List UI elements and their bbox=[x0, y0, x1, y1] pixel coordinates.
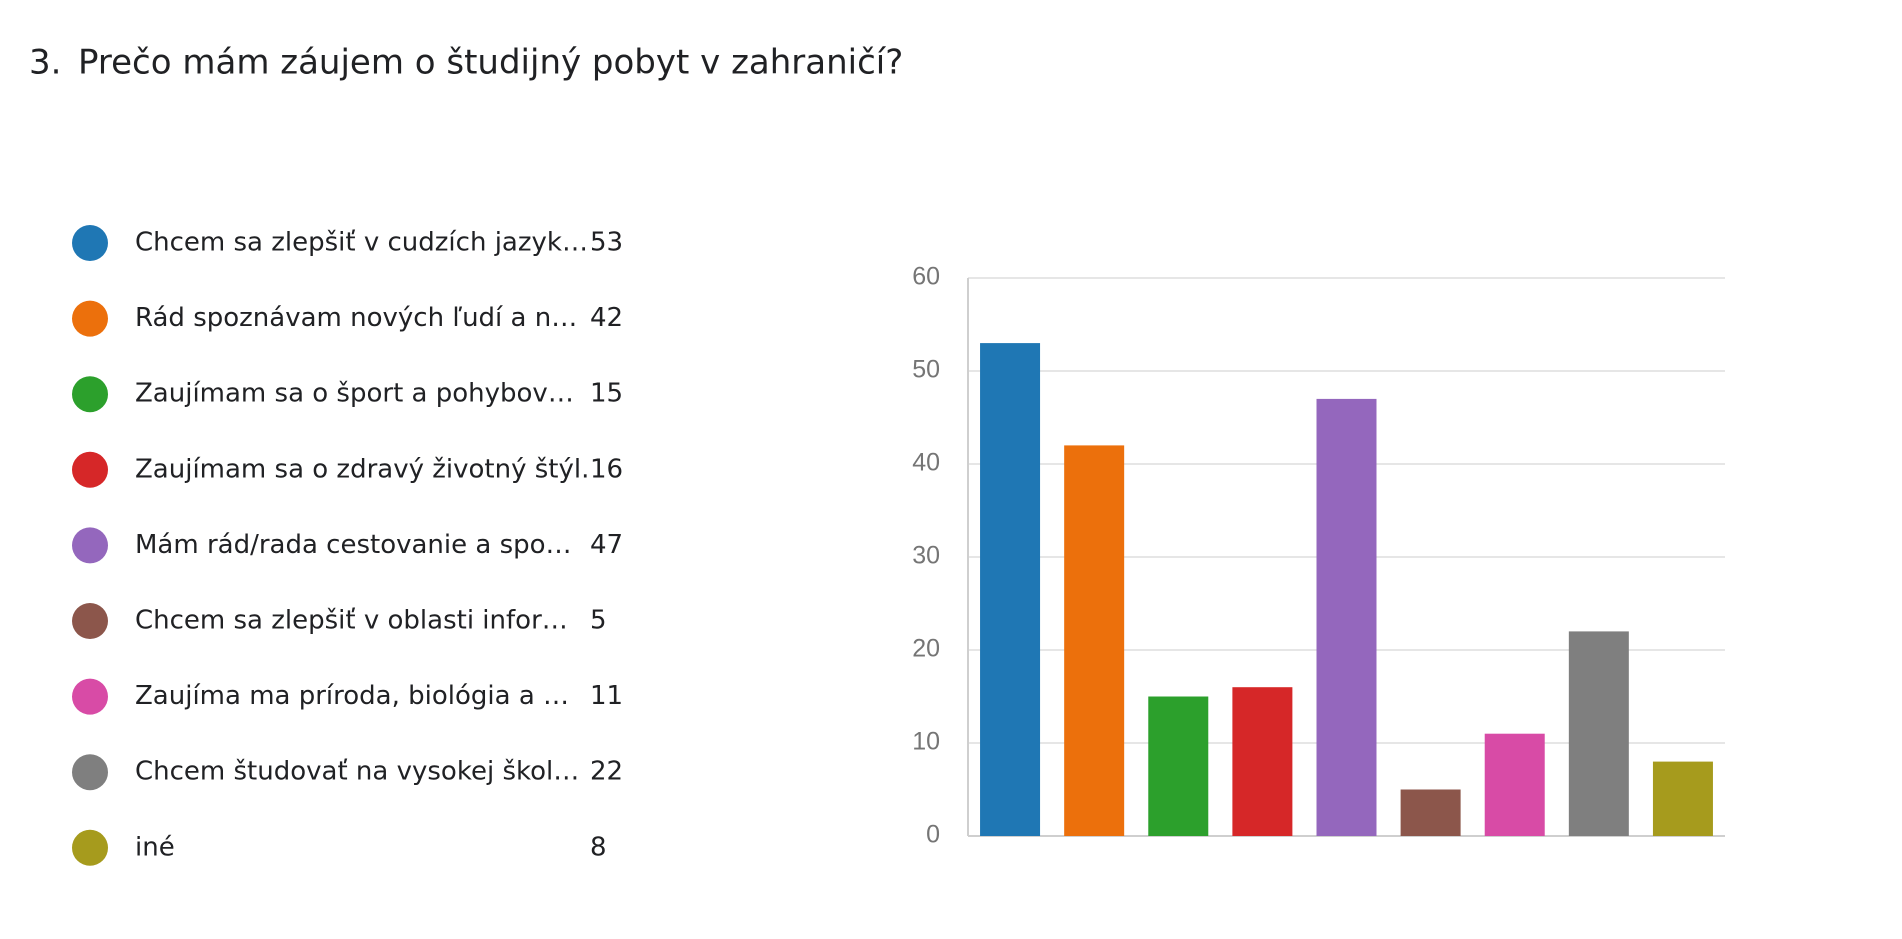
question-number: 3. bbox=[29, 43, 61, 83]
legend-label: iné bbox=[135, 832, 175, 862]
legend-swatch bbox=[72, 754, 108, 791]
legend-swatch bbox=[72, 603, 108, 639]
legend-label: Zaujímam sa o šport a pohybov… bbox=[135, 379, 574, 409]
legend-swatch bbox=[72, 300, 108, 337]
legend-count: 15 bbox=[590, 379, 623, 409]
y-tick-label: 0 bbox=[926, 821, 940, 849]
legend-swatch bbox=[72, 829, 108, 866]
y-tick-label: 50 bbox=[912, 356, 940, 384]
legend-count: 8 bbox=[590, 832, 607, 862]
legend-label: Rád spoznávam nových ľudí a n… bbox=[135, 303, 577, 333]
bar bbox=[1400, 789, 1461, 836]
bar bbox=[1232, 687, 1293, 836]
bar bbox=[1652, 761, 1713, 836]
legend-swatch bbox=[72, 678, 108, 715]
y-tick-label: 20 bbox=[912, 635, 940, 663]
bar bbox=[980, 343, 1041, 836]
legend-swatch bbox=[72, 451, 108, 488]
legend-count: 11 bbox=[590, 681, 623, 711]
legend-count: 22 bbox=[590, 757, 623, 787]
y-tick-label: 40 bbox=[912, 449, 940, 477]
chart-title: Prečo mám záujem o študijný pobyt v zahr… bbox=[78, 43, 903, 83]
legend-count: 16 bbox=[590, 454, 623, 484]
legend-label: Chcem sa zlepšiť v cudzích jazyk… bbox=[135, 228, 588, 258]
legend-count: 42 bbox=[590, 303, 623, 333]
bar bbox=[1484, 733, 1545, 836]
legend-label: Mám rád/rada cestovanie a spo… bbox=[135, 530, 572, 560]
legend-swatch bbox=[72, 527, 108, 564]
bar bbox=[1148, 696, 1209, 836]
legend-label: Chcem študovať na vysokej škol… bbox=[135, 757, 579, 787]
bar bbox=[1064, 445, 1125, 836]
y-tick-label: 60 bbox=[912, 263, 940, 291]
y-tick-label: 10 bbox=[912, 728, 940, 756]
bar bbox=[1316, 398, 1377, 836]
legend-swatch bbox=[72, 225, 108, 261]
legend-count: 5 bbox=[590, 606, 607, 636]
legend-swatch bbox=[72, 376, 108, 413]
legend-count: 47 bbox=[590, 530, 623, 560]
legend-label: Zaujíma ma príroda, biológia a … bbox=[135, 681, 569, 711]
y-tick-label: 30 bbox=[912, 542, 940, 570]
bar bbox=[1568, 631, 1629, 836]
legend-label: Chcem sa zlepšiť v oblasti infor… bbox=[135, 606, 568, 636]
legend-label: Zaujímam sa o zdravý životný štýl. bbox=[135, 454, 589, 484]
legend-count: 53 bbox=[590, 228, 623, 258]
